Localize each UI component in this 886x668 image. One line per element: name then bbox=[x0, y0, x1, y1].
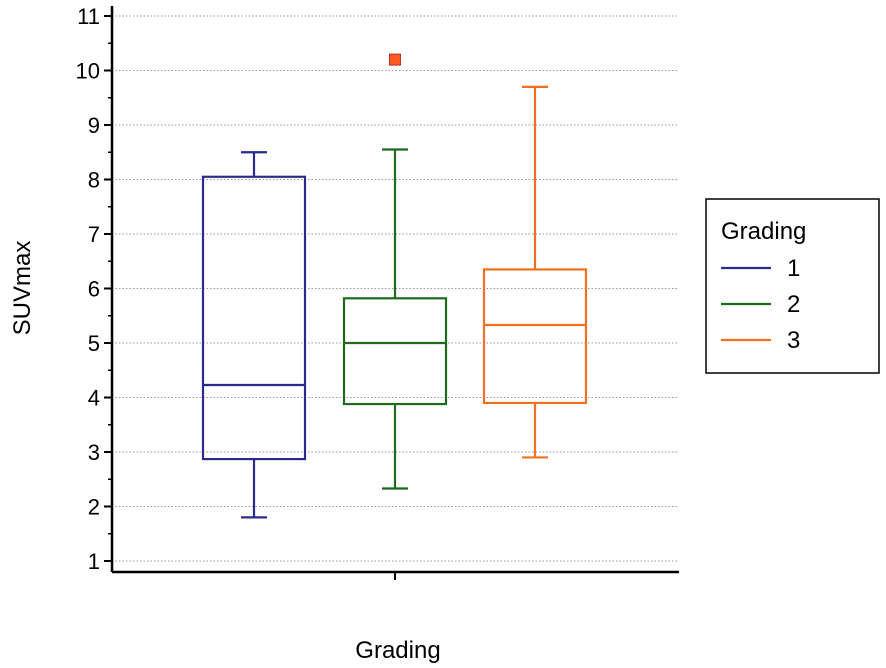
x-axis-title: Grading bbox=[355, 637, 440, 664]
y-tick-label: 7 bbox=[88, 222, 100, 247]
y-tick-label: 5 bbox=[88, 331, 100, 356]
y-tick-label: 9 bbox=[88, 113, 100, 138]
y-tick-label: 2 bbox=[88, 495, 100, 520]
box-group-1 bbox=[201, 151, 307, 519]
y-tick-label: 11 bbox=[77, 4, 100, 29]
y-tick-label: 3 bbox=[88, 440, 100, 465]
box-group-3 bbox=[482, 85, 588, 459]
y-axis-title: SUVmax bbox=[9, 241, 36, 336]
legend-label-1: 1 bbox=[787, 255, 800, 282]
legend-title: Grading bbox=[721, 218, 806, 245]
y-tick-label: 6 bbox=[88, 277, 100, 302]
y-tick-label: 4 bbox=[88, 386, 100, 411]
y-tick-label: 8 bbox=[88, 168, 100, 193]
legend: Grading 1 2 3 bbox=[705, 198, 880, 374]
y-tick-label: 10 bbox=[76, 59, 100, 84]
legend-frame bbox=[705, 198, 880, 374]
legend-label-2: 2 bbox=[787, 291, 800, 318]
iqr-box bbox=[482, 268, 588, 405]
axes: 1 2 3 4 5 6 7 8 9 10 11 bbox=[76, 4, 679, 580]
legend-items: 1 2 3 bbox=[721, 255, 800, 354]
outlier-point bbox=[389, 53, 401, 66]
iqr-box bbox=[342, 297, 448, 406]
boxes bbox=[201, 53, 588, 519]
box-group-2 bbox=[342, 53, 448, 490]
legend-label-3: 3 bbox=[787, 327, 800, 354]
iqr-box bbox=[201, 175, 307, 461]
y-tick-label: 1 bbox=[88, 549, 100, 574]
